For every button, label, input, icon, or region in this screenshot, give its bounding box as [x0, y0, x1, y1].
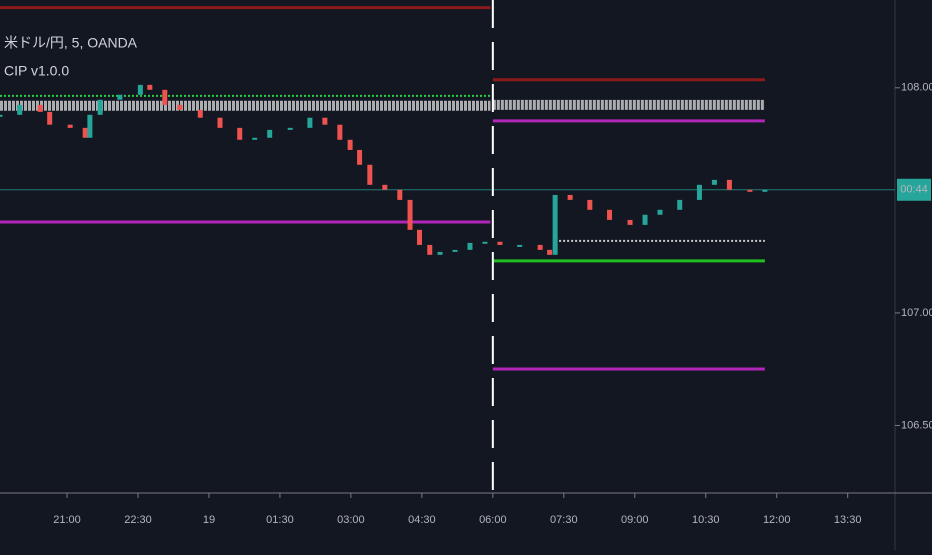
candle: [217, 117, 223, 128]
candle: [427, 244, 433, 255]
candle: [347, 139, 353, 150]
candle: [726, 179, 732, 190]
candle: [537, 244, 543, 250]
price-label-box: [897, 178, 931, 201]
candle: [437, 251, 443, 255]
candle: [162, 89, 168, 105]
candle: [117, 94, 123, 100]
candle: [567, 194, 573, 200]
candle: [696, 184, 702, 200]
candle: [747, 189, 753, 192]
candle: [517, 244, 523, 247]
candle: [267, 129, 273, 138]
indicator-label: CIP v1.0.0: [4, 63, 69, 79]
x-tick-label: 19: [203, 514, 215, 526]
x-tick-label: 13:30: [834, 514, 862, 526]
candle: [307, 117, 313, 128]
candle: [762, 189, 768, 192]
candle: [547, 249, 553, 255]
candle: [642, 214, 648, 225]
x-tick-label: 06:00: [479, 514, 507, 526]
candle: [382, 184, 388, 190]
x-tick-label: 09:00: [621, 514, 649, 526]
candle: [87, 114, 93, 138]
candle: [37, 104, 43, 112]
candle: [452, 249, 458, 252]
candle: [417, 229, 423, 245]
x-tick-label: 01:30: [266, 514, 294, 526]
candle: [252, 137, 258, 140]
candle: [17, 104, 23, 115]
candle: [497, 241, 503, 245]
candle: [467, 242, 473, 250]
candle: [357, 149, 363, 165]
candle: [711, 179, 717, 185]
candle: [407, 199, 413, 230]
countdown-label: 00:44: [900, 184, 928, 196]
candle: [287, 127, 293, 130]
candle: [82, 127, 88, 138]
candle: [97, 99, 103, 115]
candle: [627, 219, 633, 225]
y-tick-label: 107.000: [901, 307, 932, 319]
candle: [677, 199, 683, 210]
candle: [607, 209, 613, 220]
candle: [197, 109, 203, 118]
candle: [237, 127, 243, 140]
x-tick-label: 07:30: [550, 514, 578, 526]
candle: [367, 164, 373, 185]
x-tick-label: 21:00: [53, 514, 81, 526]
candle: [657, 209, 663, 215]
x-tick-label: 03:00: [337, 514, 365, 526]
candle: [552, 194, 558, 255]
candle: [147, 84, 153, 90]
candle: [482, 241, 488, 244]
x-tick-label: 04:30: [408, 514, 436, 526]
candle: [322, 117, 328, 125]
candle: [0, 114, 3, 117]
symbol-label: 米ドル/円, 5, OANDA: [4, 35, 138, 51]
candle: [587, 199, 593, 210]
candle: [177, 104, 183, 110]
y-tick-label: 106.500: [901, 419, 932, 431]
candle: [47, 111, 53, 125]
x-tick-label: 12:00: [763, 514, 791, 526]
candle: [137, 84, 143, 95]
y-tick-label: 108.000: [901, 82, 932, 94]
x-tick-label: 22:30: [124, 514, 152, 526]
candle: [337, 124, 343, 140]
x-tick-label: 10:30: [692, 514, 720, 526]
candle: [67, 124, 73, 128]
candle: [397, 189, 403, 200]
